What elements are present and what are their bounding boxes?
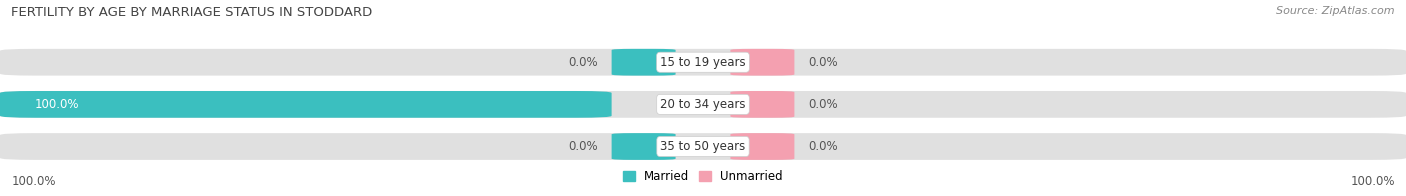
Text: FERTILITY BY AGE BY MARRIAGE STATUS IN STODDARD: FERTILITY BY AGE BY MARRIAGE STATUS IN S… — [11, 6, 373, 19]
FancyBboxPatch shape — [731, 133, 794, 160]
FancyBboxPatch shape — [731, 91, 794, 118]
Text: 20 to 34 years: 20 to 34 years — [661, 98, 745, 111]
Text: 0.0%: 0.0% — [808, 140, 838, 153]
Text: 0.0%: 0.0% — [808, 56, 838, 69]
Text: 35 to 50 years: 35 to 50 years — [661, 140, 745, 153]
Text: 15 to 19 years: 15 to 19 years — [661, 56, 745, 69]
FancyBboxPatch shape — [731, 49, 794, 76]
Text: 0.0%: 0.0% — [568, 140, 598, 153]
FancyBboxPatch shape — [612, 49, 675, 76]
Text: 100.0%: 100.0% — [1350, 175, 1395, 188]
Text: 0.0%: 0.0% — [808, 98, 838, 111]
Text: 0.0%: 0.0% — [568, 56, 598, 69]
Text: 100.0%: 100.0% — [11, 175, 56, 188]
FancyBboxPatch shape — [0, 133, 1406, 160]
FancyBboxPatch shape — [0, 49, 1406, 76]
Text: Source: ZipAtlas.com: Source: ZipAtlas.com — [1277, 6, 1395, 16]
Text: 100.0%: 100.0% — [35, 98, 80, 111]
Legend: Married, Unmarried: Married, Unmarried — [619, 166, 787, 188]
FancyBboxPatch shape — [612, 133, 675, 160]
FancyBboxPatch shape — [0, 91, 612, 118]
FancyBboxPatch shape — [0, 91, 1406, 118]
